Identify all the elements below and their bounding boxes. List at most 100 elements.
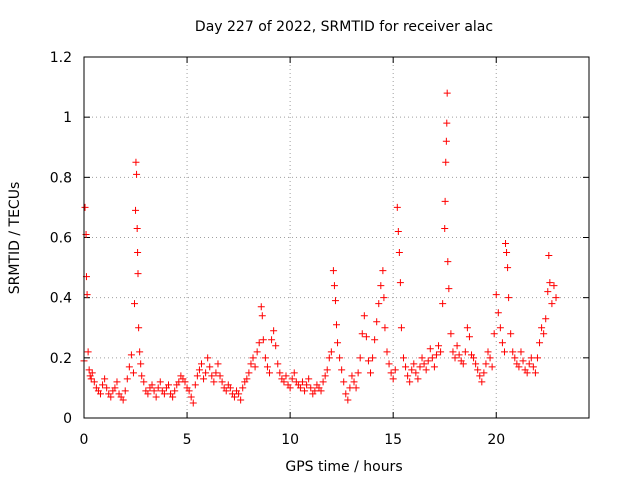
data-point [83,291,91,299]
data-point [113,378,121,386]
data-point [442,158,450,166]
data-point [358,330,366,338]
data-point [408,366,416,374]
data-point [333,321,340,329]
data-point [131,300,138,308]
data-point [472,360,480,368]
y-tick-label: 0 [63,411,72,427]
data-point [354,369,362,377]
data-point [453,342,461,350]
data-point [342,390,350,398]
data-point [482,360,490,368]
data-point [111,384,119,392]
data-point [410,360,418,368]
data-point [517,348,525,356]
data-point [422,366,430,374]
data-point [156,378,164,386]
data-point [200,375,208,383]
data-point [444,258,452,266]
data-point [325,354,333,362]
data-point [329,267,337,275]
data-point [101,375,109,383]
data-point [511,354,519,362]
data-point [191,381,199,389]
data-point [121,387,129,395]
data-point [169,393,177,401]
data-point [523,369,531,377]
data-point [538,324,546,332]
data-point [478,378,486,386]
y-tick-label: 1 [63,110,72,126]
data-point [544,288,552,296]
data-point [331,297,339,305]
data-point [443,89,451,97]
data-point [81,203,89,211]
data-point [336,354,344,362]
data-point [432,351,440,359]
data-point [152,393,160,401]
data-point [251,363,259,371]
data-point [542,315,550,323]
data-point [502,240,510,248]
data-point [249,354,257,362]
data-point [484,348,492,356]
data-point [127,351,135,359]
data-point [529,363,537,371]
data-point [447,330,455,338]
data-point [505,294,513,302]
data-point [507,330,515,338]
data-point [377,282,385,290]
data-point [87,375,95,383]
data-point [420,360,428,368]
data-point [185,387,193,395]
data-point [136,348,144,356]
data-point [132,206,140,214]
data-point [352,384,360,392]
data-point [301,387,309,395]
data-point [263,363,271,371]
data-point [548,300,556,308]
data-point [381,324,389,332]
data-point [404,372,412,380]
data-point [348,372,356,380]
data-point [496,324,504,332]
data-point [480,369,488,377]
data-point [552,294,560,302]
data-point [266,369,274,377]
data-point [369,354,377,362]
data-point [181,378,189,386]
data-point [88,369,96,377]
data-point [189,399,197,407]
data-point [459,360,467,368]
data-point [288,375,296,383]
data-point [247,360,255,368]
data-point [437,348,445,356]
data-point [150,387,158,395]
data-point [261,354,269,362]
data-point [470,354,478,362]
x-tick-label: 5 [183,432,192,448]
data-point [418,354,426,362]
data-point [85,366,93,374]
data-point [239,384,247,392]
data-point [237,396,245,404]
data-point [494,309,502,317]
data-point [137,360,145,368]
data-point [397,324,405,332]
data-point [536,339,544,347]
data-point [367,369,375,377]
y-tick-label: 1.2 [50,50,72,66]
data-point [148,381,156,389]
data-point [451,354,459,362]
data-point [395,249,403,257]
data-point [509,348,517,356]
data-point [379,267,387,275]
data-point [346,384,354,392]
data-point [187,393,195,401]
data-point [125,363,133,371]
data-point [303,381,311,389]
data-point [270,327,278,335]
data-point [119,396,127,404]
